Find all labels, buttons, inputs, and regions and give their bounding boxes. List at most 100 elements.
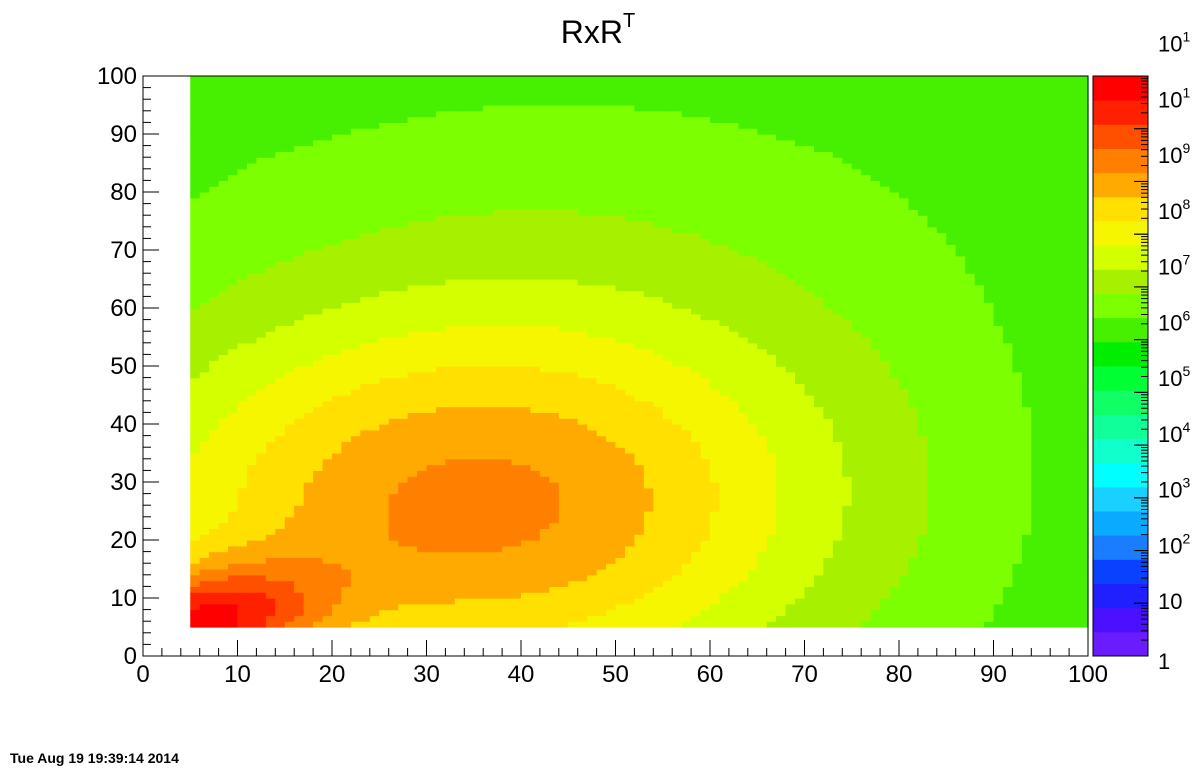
heatmap-cell — [199, 267, 210, 274]
heatmap-cell — [568, 197, 579, 205]
heatmap-cell — [445, 609, 456, 616]
heatmap-cell — [218, 192, 229, 199]
heatmap-cell — [275, 458, 286, 466]
heatmap-cell — [643, 598, 654, 605]
heatmap-cell — [464, 418, 475, 425]
heatmap-cell — [653, 360, 664, 367]
heatmap-cell — [549, 215, 560, 222]
heatmap-cell — [643, 400, 654, 408]
heatmap-cell — [624, 255, 635, 263]
heatmap-cell — [294, 221, 305, 228]
heatmap-cell — [681, 290, 692, 297]
heatmap-cell — [511, 128, 522, 135]
heatmap-cell — [341, 545, 352, 553]
heatmap-cell — [643, 110, 654, 118]
heatmap-cell — [653, 354, 664, 361]
heatmap-cell — [388, 232, 399, 239]
heatmap-cell — [653, 447, 664, 454]
heatmap-cell — [653, 215, 664, 222]
heatmap-cell — [228, 139, 239, 147]
heatmap-cell — [521, 203, 532, 210]
heatmap-cell — [284, 337, 295, 344]
heatmap-cell — [615, 435, 626, 442]
heatmap-cell — [398, 609, 409, 616]
heatmap-cell — [539, 574, 550, 582]
heatmap-cell — [587, 215, 598, 222]
heatmap-cell — [435, 551, 446, 558]
heatmap-cell — [539, 313, 550, 321]
heatmap-cell — [549, 325, 560, 332]
heatmap-cell — [634, 325, 645, 332]
heatmap-cell — [502, 337, 513, 344]
heatmap-cell — [313, 296, 324, 303]
heatmap-cell — [606, 487, 617, 495]
heatmap-cell — [558, 308, 569, 315]
heatmap-cell — [256, 180, 267, 187]
heatmap-cell — [492, 609, 503, 616]
heatmap-cell — [624, 250, 635, 257]
heatmap-cell — [313, 325, 324, 332]
heatmap-cell — [360, 319, 371, 326]
heatmap-cell — [209, 105, 220, 112]
heatmap-cell — [662, 447, 673, 454]
heatmap-cell — [530, 360, 541, 367]
heatmap-cell — [435, 493, 446, 500]
heatmap-cell — [256, 134, 267, 141]
heatmap-cell — [502, 621, 513, 628]
heatmap-cell — [568, 186, 579, 193]
heatmap-cell — [228, 366, 239, 373]
heatmap-cell — [218, 354, 229, 361]
heatmap-cell — [360, 609, 371, 616]
heatmap-cell — [332, 621, 343, 628]
heatmap-cell — [624, 366, 635, 373]
heatmap-cell — [483, 87, 494, 94]
heatmap-cell — [322, 145, 333, 152]
heatmap-cell — [530, 261, 541, 268]
heatmap-cell — [568, 429, 579, 437]
heatmap-cell — [662, 563, 673, 570]
heatmap-cell — [228, 493, 239, 500]
heatmap-cell — [643, 203, 654, 210]
heatmap-cell — [606, 592, 617, 599]
heatmap-cell — [473, 441, 484, 448]
heatmap-cell — [218, 453, 229, 460]
heatmap-cell — [445, 180, 456, 187]
heatmap-cell — [445, 215, 456, 222]
heatmap-cell — [596, 279, 607, 286]
heatmap-cell — [341, 580, 352, 587]
heatmap-cell — [653, 325, 664, 332]
heatmap-cell — [624, 470, 635, 477]
heatmap-cell — [379, 215, 390, 222]
heatmap-cell — [596, 603, 607, 611]
heatmap-cell — [615, 192, 626, 199]
heatmap-cell — [672, 476, 683, 483]
heatmap-cell — [454, 110, 465, 118]
heatmap-cell — [539, 331, 550, 338]
heatmap-cell — [473, 482, 484, 489]
heatmap-cell — [209, 180, 220, 187]
heatmap-cell — [275, 540, 286, 547]
heatmap-cell — [237, 313, 248, 321]
heatmap-cell — [398, 325, 409, 332]
heatmap-cell — [643, 145, 654, 152]
heatmap-cell — [502, 116, 513, 123]
heatmap-cell — [606, 545, 617, 553]
heatmap-cell — [246, 99, 257, 106]
heatmap-cell — [350, 551, 361, 558]
heatmap-cell — [445, 482, 456, 489]
heatmap-cell — [379, 76, 390, 83]
heatmap-cell — [464, 551, 475, 558]
heatmap-cell — [209, 499, 220, 506]
heatmap-cell — [502, 238, 513, 245]
heatmap-cell — [322, 244, 333, 251]
heatmap-cell — [502, 400, 513, 408]
heatmap-cell — [643, 406, 654, 413]
heatmap-cell — [643, 157, 654, 164]
heatmap-cell — [502, 557, 513, 564]
heatmap-cell — [407, 139, 418, 147]
heatmap-cell — [549, 302, 560, 309]
heatmap-cell — [577, 296, 588, 303]
heatmap-cell — [435, 429, 446, 437]
heatmap-cell — [190, 116, 201, 123]
heatmap-cell — [549, 337, 560, 344]
